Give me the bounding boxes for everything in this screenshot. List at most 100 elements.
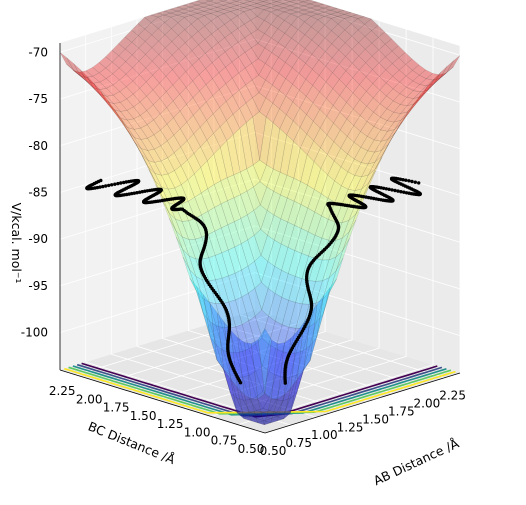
surface-cell bbox=[314, 193, 329, 217]
surface-cell bbox=[354, 162, 369, 178]
surface-cell bbox=[256, 1, 271, 6]
surface-cell bbox=[386, 100, 401, 113]
surface-cell bbox=[412, 74, 427, 85]
surface-cell bbox=[412, 84, 427, 93]
surface-cell bbox=[277, 33, 292, 48]
surface-cell bbox=[268, 320, 283, 350]
surface-cell bbox=[405, 58, 420, 71]
surface-cell bbox=[287, 200, 302, 226]
surface-cell bbox=[191, 44, 206, 60]
surface-cell bbox=[282, 374, 297, 401]
surface-cell bbox=[242, 399, 257, 413]
trajectory-point bbox=[364, 195, 368, 199]
surface-cell bbox=[139, 95, 154, 111]
surface-cell bbox=[144, 34, 159, 48]
z-tick-label: -100 bbox=[21, 326, 48, 340]
surface-cell bbox=[112, 91, 128, 103]
surface-cell bbox=[138, 41, 153, 55]
surface-cell bbox=[200, 188, 215, 212]
y-tick-label: 2.00 bbox=[76, 392, 103, 406]
surface-cell bbox=[249, 396, 264, 411]
surface-cell bbox=[255, 365, 270, 393]
surface-cell bbox=[253, 204, 268, 231]
surface-cell bbox=[196, 2, 211, 8]
surface-cell bbox=[211, 28, 226, 43]
contour-level bbox=[76, 363, 443, 417]
surface-cell bbox=[249, 414, 265, 419]
surface-cell bbox=[298, 34, 312, 49]
surface-cell bbox=[342, 214, 356, 239]
surface-cell bbox=[257, 328, 272, 394]
surface-cell bbox=[371, 37, 386, 51]
surface-cell bbox=[305, 85, 320, 104]
surface-cell bbox=[73, 63, 88, 82]
surface-cell bbox=[105, 50, 120, 63]
surface-cell bbox=[267, 239, 282, 267]
surface-cell bbox=[392, 57, 406, 71]
surface-cell bbox=[353, 115, 368, 132]
surface-cell bbox=[209, 301, 223, 328]
surface-cell bbox=[242, 374, 257, 400]
surface-cell bbox=[287, 177, 301, 202]
surface-cell bbox=[118, 48, 133, 62]
trajectory-point bbox=[132, 191, 136, 195]
surface-cell bbox=[264, 24, 279, 39]
surface-cell bbox=[331, 49, 346, 65]
surface-cell bbox=[318, 37, 333, 52]
surface-cell bbox=[100, 95, 115, 110]
surface-cell bbox=[249, 3, 265, 8]
surface-cell bbox=[159, 107, 174, 125]
surface-cell bbox=[316, 11, 332, 17]
surface-cell bbox=[120, 117, 135, 130]
surface-cell bbox=[329, 258, 344, 292]
surface-cell bbox=[165, 69, 180, 86]
surface-cell bbox=[92, 72, 107, 83]
surface-cell bbox=[283, 9, 298, 15]
surface-cell bbox=[316, 7, 332, 13]
surface-cell bbox=[323, 14, 339, 19]
x-tick-label: 1.75 bbox=[388, 405, 415, 419]
surface-cell bbox=[259, 116, 274, 166]
surface-cell bbox=[223, 11, 238, 21]
trajectory-point bbox=[404, 191, 409, 195]
surface-cell bbox=[325, 43, 339, 59]
surface-cell bbox=[160, 140, 175, 158]
surface-cell bbox=[232, 108, 247, 129]
energy-surface bbox=[59, 0, 461, 426]
surface-cell bbox=[333, 147, 348, 168]
surface-cell bbox=[231, 56, 246, 74]
surface-cell bbox=[286, 140, 301, 179]
grid-line-x bbox=[213, 0, 420, 386]
surface-cell bbox=[414, 86, 428, 107]
surface-cell bbox=[145, 74, 160, 91]
surface-cell bbox=[298, 48, 313, 64]
surface-cell bbox=[233, 194, 248, 219]
surface-cell bbox=[172, 77, 187, 95]
surface-cell bbox=[326, 122, 341, 143]
surface-cell bbox=[152, 68, 167, 84]
surface-cell bbox=[309, 5, 325, 11]
grid-line-z bbox=[59, 38, 461, 103]
surface-cell bbox=[167, 152, 182, 171]
surface-cell bbox=[226, 133, 241, 176]
surface-cell bbox=[294, 204, 309, 229]
x-tick-label: 1.00 bbox=[311, 428, 338, 442]
surface-cell bbox=[114, 112, 128, 128]
surface-cell bbox=[275, 324, 290, 352]
z-tick-label: -70 bbox=[28, 45, 48, 59]
surface-cell bbox=[387, 123, 402, 140]
surface-cell bbox=[279, 134, 294, 176]
surface-cell bbox=[213, 126, 228, 148]
surface-cell bbox=[300, 154, 315, 186]
surface-cell bbox=[359, 76, 374, 92]
surface-cell bbox=[139, 81, 154, 97]
surface-cell bbox=[213, 180, 228, 205]
surface-cell bbox=[262, 410, 278, 415]
z-tick-label: -80 bbox=[28, 139, 48, 153]
surface-cell bbox=[185, 80, 200, 98]
surface-cell bbox=[276, 398, 291, 415]
surface-cell bbox=[320, 134, 335, 155]
surface-cell bbox=[171, 48, 186, 64]
trajectory-point bbox=[401, 178, 405, 182]
